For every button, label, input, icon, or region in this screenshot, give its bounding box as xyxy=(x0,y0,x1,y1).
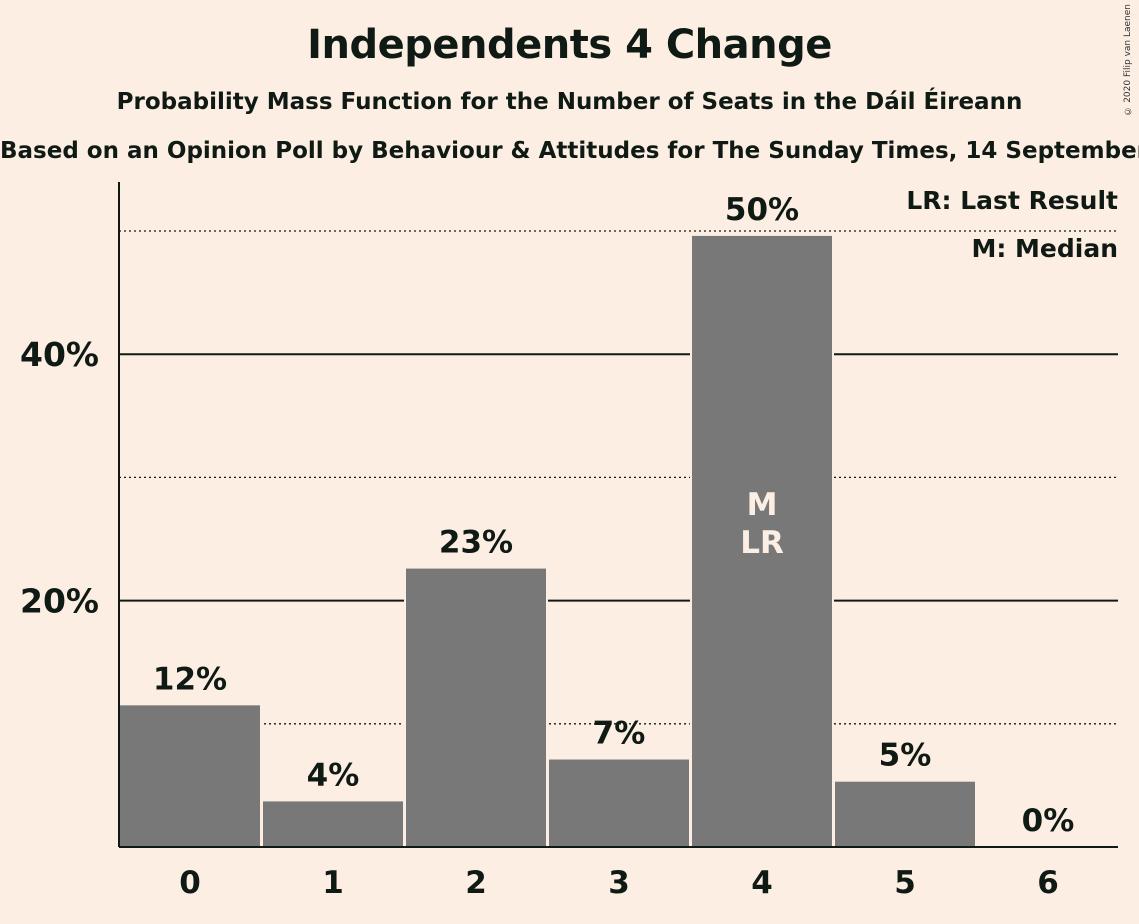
bar-2[interactable] xyxy=(406,568,546,847)
value-label-3: 7% xyxy=(593,716,646,752)
bar-5[interactable] xyxy=(835,781,975,847)
value-labels-group: 12% 4% 23% 7% 50% MLR 5% 0% xyxy=(153,192,1074,839)
legend-median: M: Median xyxy=(971,234,1118,263)
bar-4[interactable] xyxy=(692,235,832,848)
value-label-5: 5% xyxy=(879,738,932,774)
value-label-0: 12% xyxy=(153,661,227,697)
x-tick-label-6: 6 xyxy=(1037,865,1059,901)
x-tick-label-5: 5 xyxy=(894,865,916,901)
chart-subtitle: Probability Mass Function for the Number… xyxy=(116,89,1023,115)
y-tick-labels-group: 20% 40% xyxy=(20,335,99,620)
chart-title: Independents 4 Change xyxy=(307,22,832,68)
x-tick-label-3: 3 xyxy=(608,865,630,901)
bars-group xyxy=(118,233,977,848)
legend-last-result: LR: Last Result xyxy=(906,186,1118,215)
y-tick-label-40: 40% xyxy=(20,335,99,374)
x-tick-label-4: 4 xyxy=(751,865,773,901)
value-label-2: 23% xyxy=(439,525,513,561)
x-tick-label-1: 1 xyxy=(322,865,344,901)
value-label-4: 50% xyxy=(725,192,799,228)
bar-marker-lr: LR xyxy=(740,525,784,561)
x-tick-label-2: 2 xyxy=(465,865,487,901)
bar-0[interactable] xyxy=(120,705,260,847)
y-tick-label-20: 20% xyxy=(20,582,99,621)
chart-source: Based on an Opinion Poll by Behaviour & … xyxy=(0,138,1139,164)
bar-marker-m: M xyxy=(747,487,778,523)
bar-3[interactable] xyxy=(549,759,689,847)
value-label-6: 0% xyxy=(1022,803,1075,839)
bar-1[interactable] xyxy=(263,801,403,847)
value-label-1: 4% xyxy=(307,757,360,793)
x-tick-labels-group: 0 1 2 3 4 5 6 xyxy=(179,865,1059,901)
x-tick-label-0: 0 xyxy=(179,865,201,901)
gridlines xyxy=(119,230,1118,725)
